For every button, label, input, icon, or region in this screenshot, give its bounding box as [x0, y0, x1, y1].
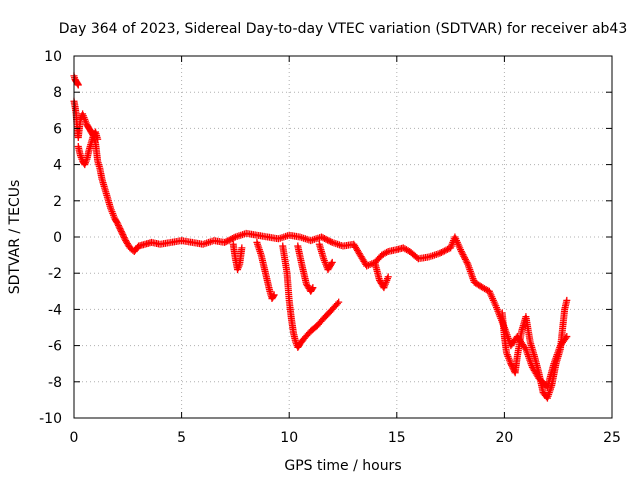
data-point [459, 251, 467, 259]
data-point [444, 245, 452, 253]
data-point [440, 247, 448, 255]
series-2 [74, 128, 102, 169]
data-point [457, 247, 465, 255]
x-tick-label: 0 [70, 430, 79, 446]
data-point [269, 292, 277, 300]
data-point [325, 237, 333, 245]
series-9 [498, 296, 571, 402]
data-point [116, 225, 124, 233]
y-tick-label: -4 [48, 302, 62, 318]
data-point [319, 234, 327, 242]
data-point [114, 220, 122, 228]
data-point [119, 232, 127, 240]
data-point [238, 244, 246, 252]
data-point [461, 254, 469, 262]
data-point [327, 238, 335, 246]
data-point [322, 235, 330, 243]
data-point [225, 236, 233, 244]
data-point [119, 231, 127, 239]
y-tick-label: 6 [53, 121, 62, 137]
data-point [384, 273, 392, 281]
series-5 [279, 242, 343, 351]
series-0 [70, 97, 571, 391]
y-tick-label: 2 [53, 194, 62, 210]
data-point [118, 229, 126, 237]
data-points [70, 72, 571, 402]
data-point [270, 291, 278, 299]
data-point [563, 296, 571, 304]
series-4 [253, 238, 278, 303]
series-8 [371, 260, 392, 292]
data-point [321, 235, 329, 243]
data-point [94, 135, 102, 143]
data-point [462, 257, 470, 265]
data-point [436, 249, 444, 257]
data-point [461, 255, 469, 263]
data-point [224, 237, 232, 245]
series-3 [229, 240, 246, 274]
data-point [383, 248, 391, 256]
data-point [324, 236, 332, 244]
data-point [221, 238, 229, 246]
data-point [113, 219, 121, 227]
data-point [463, 259, 471, 267]
series-7 [315, 240, 336, 274]
data-point [115, 223, 123, 231]
data-point [327, 260, 335, 268]
y-tick-label: 8 [53, 85, 62, 101]
data-point [222, 238, 230, 246]
chart-title: Day 364 of 2023, Sidereal Day-to-day VTE… [59, 21, 628, 37]
x-tick-label: 10 [280, 430, 298, 446]
data-point [317, 233, 325, 241]
y-tick-label: 10 [44, 49, 62, 65]
y-tick-label: -10 [39, 411, 62, 427]
data-point [114, 222, 122, 230]
data-point [328, 258, 336, 266]
y-tick-label: -6 [48, 339, 62, 355]
y-tick-label: -8 [48, 375, 62, 391]
x-tick-label: 5 [177, 430, 186, 446]
data-point [333, 300, 341, 308]
y-axis-label: SDTVAR / TECUs [7, 180, 23, 295]
data-point [227, 235, 235, 243]
data-point [308, 285, 316, 293]
data-point [309, 284, 317, 292]
axis-ticks: 0 5 10 15 20 25 -10 -8 -6 -4 -2 0 2 4 6 8 10 [39, 49, 621, 446]
x-tick-label: 25 [603, 430, 621, 446]
series-6 [294, 242, 317, 295]
grid-lines [74, 56, 612, 418]
y-tick-label: -2 [48, 266, 62, 282]
data-point [439, 248, 447, 256]
data-point [74, 81, 82, 89]
data-point [335, 298, 343, 306]
y-tick-label: 0 [53, 230, 62, 246]
data-point [437, 249, 445, 257]
x-tick-label: 15 [388, 430, 406, 446]
data-point [117, 228, 125, 236]
y-tick-label: 4 [53, 158, 62, 174]
data-point [117, 226, 125, 234]
data-point [442, 246, 450, 254]
data-point [458, 249, 466, 257]
data-point [120, 234, 128, 242]
x-tick-label: 20 [495, 430, 513, 446]
data-point [228, 235, 236, 243]
data-point [460, 252, 468, 260]
data-point [230, 234, 238, 242]
x-axis-label: GPS time / hours [284, 458, 401, 474]
